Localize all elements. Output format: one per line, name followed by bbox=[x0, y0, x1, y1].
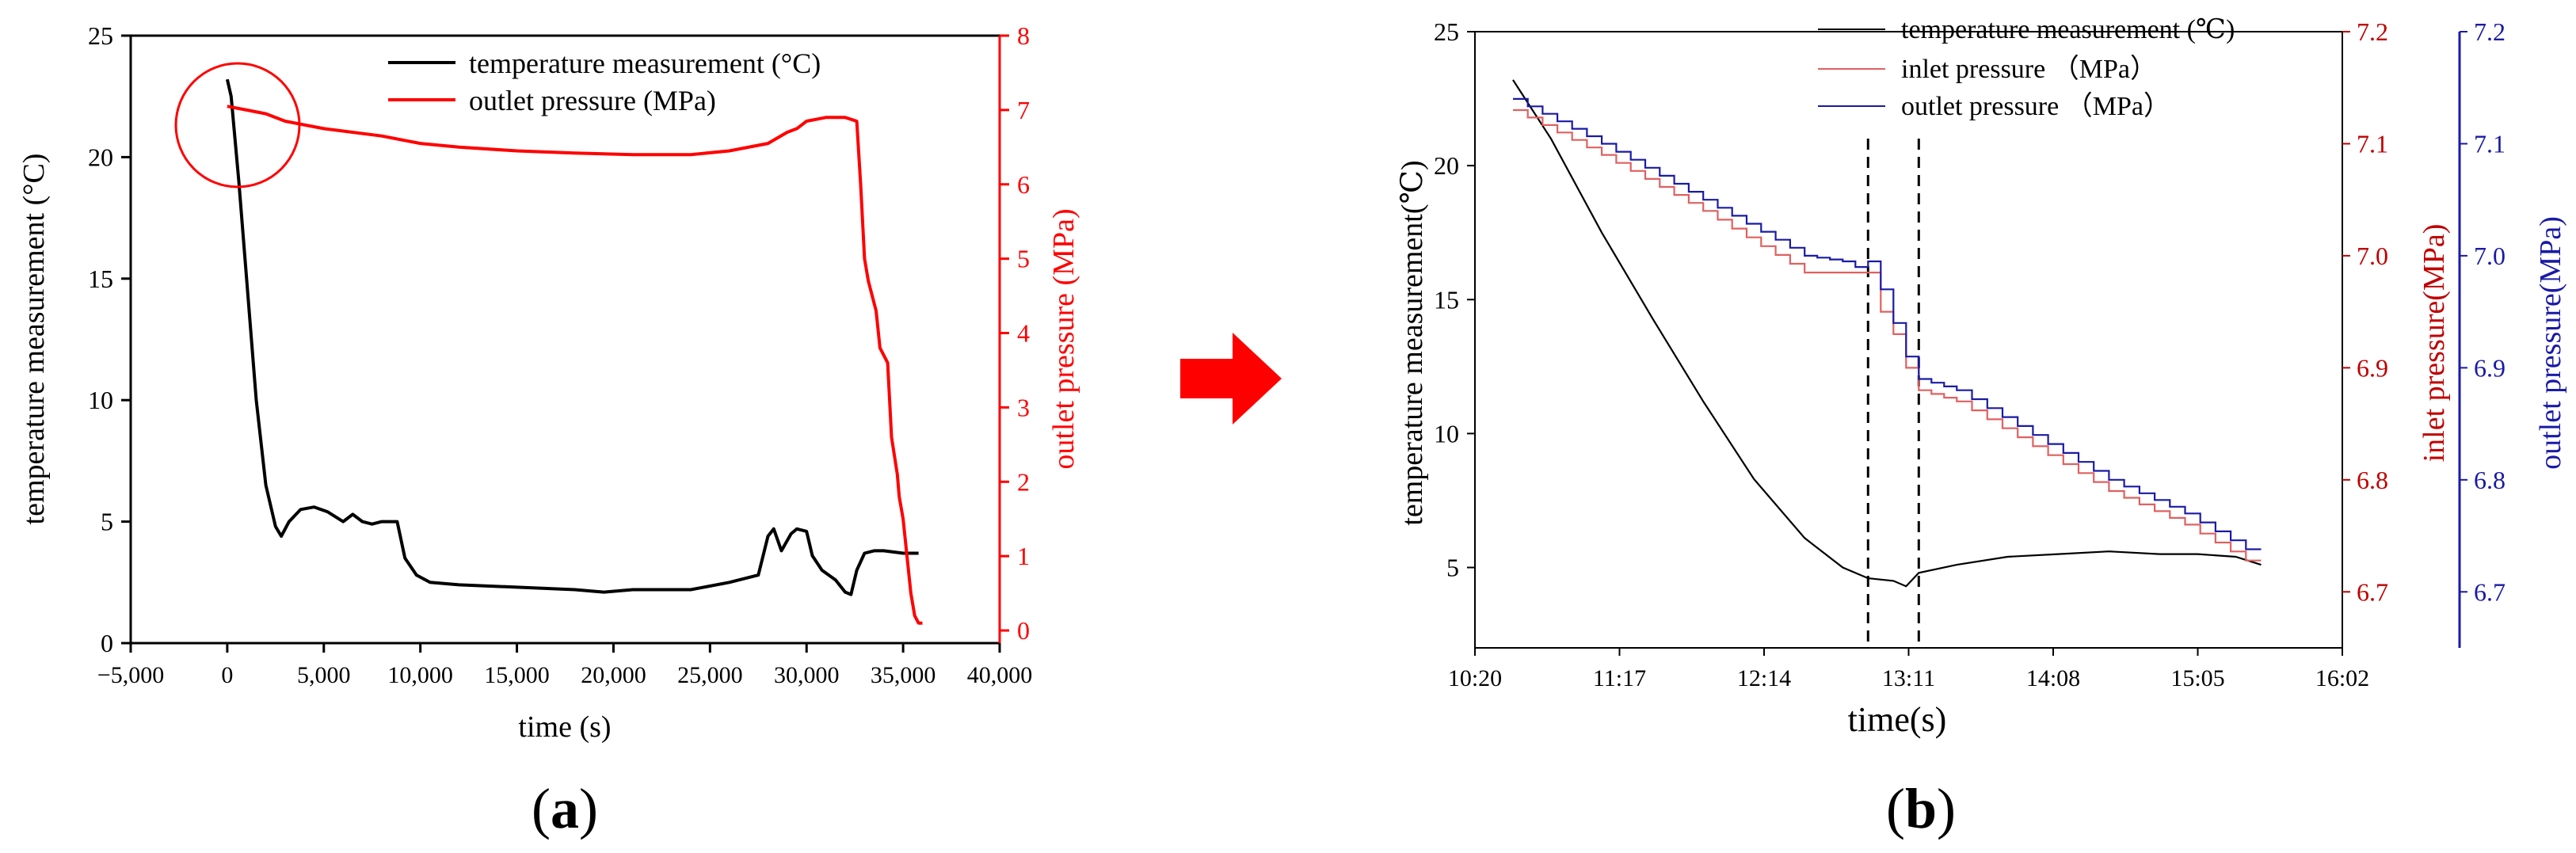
chart-a-y-right-tick-label: 2 bbox=[1017, 467, 1030, 496]
chart-a-x-ticks: −5,000 0 5,000 10,000 15,000 20,000 25,000 30,0… bbox=[97, 643, 1032, 688]
chart-b-y-left-ticks: 5 10 15 20 25 bbox=[1434, 17, 1475, 582]
chart-a-x-tick-label: 30,000 bbox=[774, 662, 840, 688]
chart-b-outlet-tick-label: 6.9 bbox=[2474, 353, 2506, 382]
chart-b-outlet-tick-label: 6.8 bbox=[2474, 466, 2506, 494]
chart-b-series-line-1 bbox=[1513, 109, 2262, 562]
chart-a-y-right-tick-label: 8 bbox=[1017, 21, 1030, 50]
chart-b-y-tick-label: 20 bbox=[1434, 151, 1459, 180]
chart-b-outlet-tick-label: 7.2 bbox=[2474, 17, 2506, 46]
chart-a-y-tick-label: 15 bbox=[88, 265, 113, 293]
chart-a-x-tick-label: 25,000 bbox=[677, 662, 743, 688]
chart-a-series-line-1 bbox=[227, 105, 923, 625]
chart-b-x-ticks: 10:20 11:17 12:14 13:11 14:08 15:05 16:02 bbox=[1448, 648, 2369, 691]
chart-b-series bbox=[1512, 79, 2262, 588]
chart-a-x-tick-label: 10,000 bbox=[387, 662, 453, 688]
chart-b-x-tick-label: 10:20 bbox=[1448, 665, 1502, 691]
chart-b-y-tick-label: 15 bbox=[1434, 285, 1459, 314]
chart-a-ylabel-left: temperature measurement (°C) bbox=[17, 154, 51, 525]
chart-a-x-tick-label: 35,000 bbox=[871, 662, 936, 688]
chart-a-y-right-tick-label: 4 bbox=[1017, 319, 1030, 348]
chart-b-x-tick-label: 12:14 bbox=[1737, 665, 1791, 691]
chart-b-inlet-tick-label: 7.0 bbox=[2357, 242, 2388, 270]
legend-a-label-temperature: temperature measurement (°C) bbox=[469, 48, 821, 79]
chart-a-y-tick-label: 20 bbox=[88, 143, 113, 171]
chart-b-outlet-tick-label: 6.7 bbox=[2474, 577, 2506, 606]
chart-a-y-tick-label: 25 bbox=[88, 21, 113, 50]
chart-b-x-tick-label: 16:02 bbox=[2315, 665, 2369, 691]
chart-b-ylabel-right-2: outlet pressure(MPa) bbox=[2534, 216, 2567, 470]
chart-a-y-right-tick-label: 0 bbox=[1017, 616, 1030, 645]
chart-a-annotation-circle bbox=[174, 62, 301, 188]
chart-b-y-tick-label: 5 bbox=[1446, 554, 1459, 582]
chart-b: 10:20 11:17 12:14 13:11 14:08 15:05 16:02 5 10 1… bbox=[1396, 15, 2567, 739]
chart-a-y-tick-label: 0 bbox=[101, 629, 113, 657]
chart-b-y-tick-label: 25 bbox=[1434, 17, 1459, 46]
chart-a-y-right-tick-label: 1 bbox=[1017, 542, 1030, 570]
chart-a-series bbox=[225, 78, 923, 625]
chart-b-inlet-tick-label: 6.7 bbox=[2357, 577, 2388, 606]
chart-b-legend: temperature measurement (℃) inlet pressu… bbox=[1818, 15, 2235, 121]
legend-b-label-temperature: temperature measurement (℃) bbox=[1901, 15, 2235, 44]
legend-b-label-inlet: inlet pressure （MPa） bbox=[1901, 54, 2157, 84]
chart-a-y-left-ticks: 0 5 10 15 20 25 bbox=[88, 21, 131, 657]
chart-a-y-right-tick-label: 6 bbox=[1017, 170, 1030, 199]
chart-b-ylabel-right-1: inlet pressure(MPa) bbox=[2418, 224, 2451, 463]
chart-b-y-right-ticks: 6.7 6.7 6.8 6.8 6.9 6.9 7.0 7.0 7.1 7.1 7.2 7.2 bbox=[2342, 17, 2506, 606]
chart-a-x-tick-label: 40,000 bbox=[967, 662, 1033, 688]
caption-b: (b) bbox=[1886, 777, 1956, 840]
chart-a-y-right-ticks: 0 1 2 3 4 5 6 7 8 bbox=[998, 21, 1030, 645]
chart-b-inlet-tick-label: 7.2 bbox=[2357, 17, 2388, 46]
chart-b-outlet-tick-label: 7.1 bbox=[2474, 129, 2506, 158]
chart-a: −5,000 0 5,000 10,000 15,000 20,000 25,000 30,0… bbox=[17, 21, 1080, 744]
chart-b-outlet-tick-label: 7.0 bbox=[2474, 242, 2506, 270]
chart-a-ylabel-right: outlet pressure (MPa) bbox=[1047, 208, 1080, 469]
chart-b-xlabel: time(s) bbox=[1848, 700, 1947, 739]
chart-b-y-tick-label: 10 bbox=[1434, 419, 1459, 447]
chart-a-y-tick-label: 5 bbox=[101, 508, 113, 536]
chart-b-inlet-tick-label: 6.8 bbox=[2357, 466, 2388, 494]
chart-b-ylabel-left: temperature measurement(℃) bbox=[1396, 160, 1429, 525]
chart-a-series-line-0 bbox=[225, 78, 919, 596]
chart-a-x-tick-label: −5,000 bbox=[97, 662, 164, 688]
chart-b-series-line-0 bbox=[1512, 79, 2262, 588]
legend-a-label-outlet: outlet pressure (MPa) bbox=[469, 85, 716, 116]
chart-b-x-tick-label: 13:11 bbox=[1882, 665, 1935, 691]
chart-a-legend: temperature measurement (°C) outlet pres… bbox=[388, 48, 821, 116]
chart-a-x-tick-label: 0 bbox=[221, 662, 233, 688]
chart-b-inlet-tick-label: 7.1 bbox=[2357, 129, 2388, 158]
chart-b-x-tick-label: 11:17 bbox=[1593, 665, 1646, 691]
chart-b-x-tick-label: 14:08 bbox=[2026, 665, 2080, 691]
caption-b-letter: b bbox=[1905, 777, 1937, 840]
chart-a-x-tick-label: 20,000 bbox=[581, 662, 646, 688]
chart-a-y-right-tick-label: 3 bbox=[1017, 393, 1030, 421]
legend-b-label-outlet: outlet pressure （MPa） bbox=[1901, 91, 2170, 121]
chart-a-xlabel: time (s) bbox=[518, 710, 611, 744]
chart-b-x-tick-label: 15:05 bbox=[2170, 665, 2224, 691]
chart-a-y-right-tick-label: 5 bbox=[1017, 245, 1030, 273]
chart-b-vlines bbox=[1866, 139, 1920, 648]
chart-a-y-tick-label: 10 bbox=[88, 386, 113, 414]
caption-a-letter: a bbox=[551, 777, 579, 840]
chart-b-inlet-tick-label: 6.9 bbox=[2357, 353, 2388, 382]
chart-b-series-line-2 bbox=[1513, 97, 2262, 550]
arrow-icon bbox=[1180, 333, 1282, 425]
caption-a: (a) bbox=[532, 777, 598, 840]
chart-a-y-right-tick-label: 7 bbox=[1017, 96, 1030, 124]
chart-a-x-tick-label: 5,000 bbox=[297, 662, 351, 688]
chart-a-x-tick-label: 15,000 bbox=[484, 662, 550, 688]
